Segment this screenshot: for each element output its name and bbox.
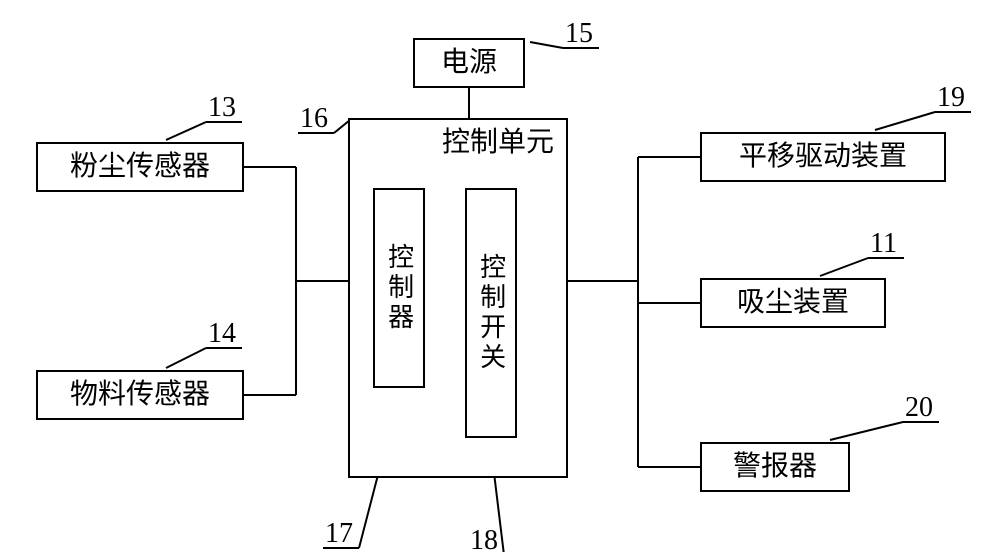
box-power: 电源 — [413, 38, 525, 88]
box-material-sensor-label: 物料传感器 — [70, 378, 210, 412]
box-switch: 控制开关 — [465, 188, 517, 438]
box-alarm: 警报器 — [700, 442, 850, 492]
box-switch-label: 控制开关 — [475, 253, 506, 373]
box-pan-drive-label: 平移驱动装置 — [739, 140, 907, 174]
box-controller-label: 控制器 — [383, 243, 414, 333]
callout-16: 16 — [300, 103, 328, 135]
callout-13: 13 — [208, 92, 236, 124]
callout-14: 14 — [208, 318, 236, 350]
box-pan-drive: 平移驱动装置 — [700, 132, 946, 182]
box-controller: 控制器 — [373, 188, 425, 388]
box-dust-sensor-label: 粉尘传感器 — [70, 150, 210, 184]
box-dust-sensor: 粉尘传感器 — [36, 142, 244, 192]
box-control-unit-label: 控制单元 — [442, 126, 554, 160]
callout-19: 19 — [937, 82, 965, 114]
box-alarm-label: 警报器 — [733, 450, 817, 484]
callout-17: 17 — [325, 518, 353, 550]
callout-15: 15 — [565, 18, 593, 50]
box-power-label: 电源 — [441, 46, 497, 80]
box-vacuum-label: 吸尘装置 — [737, 286, 849, 320]
box-material-sensor: 物料传感器 — [36, 370, 244, 420]
callout-20: 20 — [905, 392, 933, 424]
box-vacuum: 吸尘装置 — [700, 278, 886, 328]
callout-18: 18 — [470, 525, 498, 557]
callout-11: 11 — [870, 228, 897, 260]
